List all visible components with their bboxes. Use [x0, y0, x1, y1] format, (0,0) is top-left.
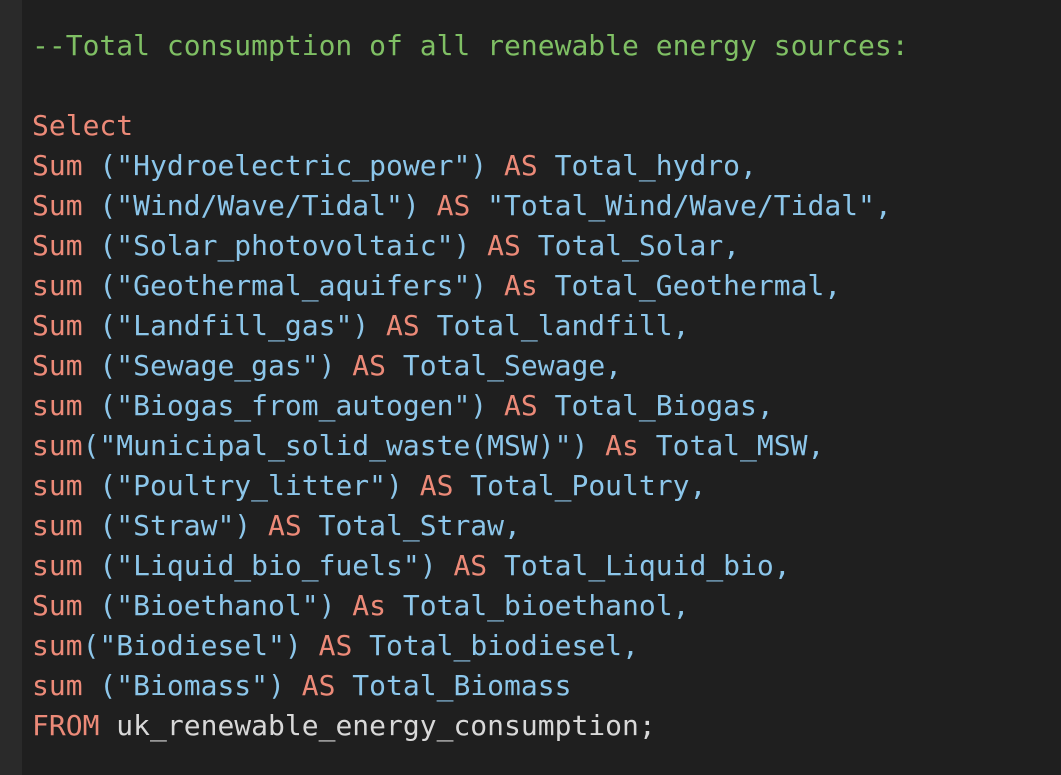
function: Sum — [32, 189, 83, 222]
code-line: sum ("Straw") AS Total_Straw, — [32, 506, 521, 546]
code-line: sum("Municipal_solid_waste(MSW)") As Tot… — [32, 426, 824, 466]
alias: Total_Liquid_bio, — [487, 549, 791, 582]
argument: ("Biodiesel") — [82, 629, 302, 662]
argument: ("Landfill_gas") — [82, 309, 370, 342]
function: sum — [32, 469, 83, 502]
code-line: Sum ("Wind/Wave/Tidal") AS "Total_Wind/W… — [32, 186, 892, 226]
argument: ("Sewage_gas") — [82, 349, 336, 382]
function: sum — [32, 429, 83, 462]
code-line: sum ("Biomass") AS Total_Biomass — [32, 666, 571, 706]
function: Sum — [32, 229, 83, 262]
function: Sum — [32, 589, 83, 622]
code-line: Sum ("Solar_photovoltaic") AS Total_Sola… — [32, 226, 740, 266]
argument: ("Wind/Wave/Tidal") — [82, 189, 420, 222]
keyword: AS — [335, 349, 387, 382]
keyword: As — [588, 429, 639, 462]
keyword: Select — [32, 109, 134, 142]
function: Sum — [32, 149, 83, 182]
function: Sum — [32, 309, 83, 342]
keyword: AS — [470, 229, 521, 262]
argument: ("Biomass") — [82, 669, 285, 702]
keyword: As — [335, 589, 387, 622]
alias: Total_Sewage, — [386, 349, 623, 382]
keyword: AS — [402, 469, 454, 502]
alias: Total_Straw, — [301, 509, 521, 542]
keyword: AS — [487, 149, 538, 182]
function: sum — [32, 389, 83, 422]
keyword: AS — [487, 389, 538, 422]
alias: "Total_Wind/Wave/Tidal", — [470, 189, 892, 222]
argument: ("Biogas_from_autogen") — [82, 389, 488, 422]
alias: Total_landfill, — [419, 309, 690, 342]
alias: Total_bioethanol, — [386, 589, 690, 622]
alias: Total_Biomass — [335, 669, 572, 702]
alias: Total_Poultry, — [453, 469, 707, 502]
alias: Total_biodiesel, — [352, 629, 639, 662]
code-line: sum("Biodiesel") AS Total_biodiesel, — [32, 626, 639, 666]
argument: ("Hydroelectric_power") — [82, 149, 488, 182]
keyword: AS — [419, 189, 471, 222]
keyword: As — [487, 269, 538, 302]
code-line: Sum ("Bioethanol") As Total_bioethanol, — [32, 586, 689, 626]
keyword: AS — [284, 669, 336, 702]
keyword: AS — [251, 509, 302, 542]
gutter — [0, 0, 22, 775]
argument: ("Bioethanol") — [82, 589, 336, 622]
table-name: uk_renewable_energy_consumption; — [99, 709, 656, 742]
code-line: FROM uk_renewable_energy_consumption; — [32, 706, 656, 746]
alias: Total_MSW, — [638, 429, 825, 462]
function: sum — [32, 629, 83, 662]
code-line: Select — [32, 106, 133, 146]
code-line: sum ("Biogas_from_autogen") AS Total_Bio… — [32, 386, 774, 426]
code-line: sum ("Liquid_bio_fuels") AS Total_Liquid… — [32, 546, 791, 586]
code-line: Sum ("Landfill_gas") AS Total_landfill, — [32, 306, 689, 346]
function: Sum — [32, 349, 83, 382]
code-line: --Total consumption of all renewable ene… — [32, 26, 909, 66]
comment: --Total consumption of all renewable ene… — [32, 29, 909, 62]
function: sum — [32, 669, 83, 702]
keyword: FROM — [32, 709, 100, 742]
alias: Total_hydro, — [537, 149, 757, 182]
argument: ("Liquid_bio_fuels") — [82, 549, 437, 582]
function: sum — [32, 269, 83, 302]
argument: ("Straw") — [82, 509, 252, 542]
argument: ("Municipal_solid_waste(MSW)") — [82, 429, 589, 462]
alias: Total_Solar, — [520, 229, 741, 262]
keyword: AS — [436, 549, 488, 582]
code-line: Sum ("Hydroelectric_power") AS Total_hyd… — [32, 146, 757, 186]
alias: Total_Biogas, — [537, 389, 774, 422]
argument: ("Poultry_litter") — [82, 469, 403, 502]
code-line: sum ("Poultry_litter") AS Total_Poultry, — [32, 466, 706, 506]
argument: ("Solar_photovoltaic") — [82, 229, 471, 262]
keyword: AS — [369, 309, 420, 342]
code-line: Sum ("Sewage_gas") AS Total_Sewage, — [32, 346, 622, 386]
function: sum — [32, 549, 83, 582]
alias: Total_Geothermal, — [537, 269, 842, 302]
code-line: sum ("Geothermal_aquifers") As Total_Geo… — [32, 266, 841, 306]
function: sum — [32, 509, 83, 542]
argument: ("Geothermal_aquifers") — [82, 269, 488, 302]
keyword: AS — [301, 629, 353, 662]
